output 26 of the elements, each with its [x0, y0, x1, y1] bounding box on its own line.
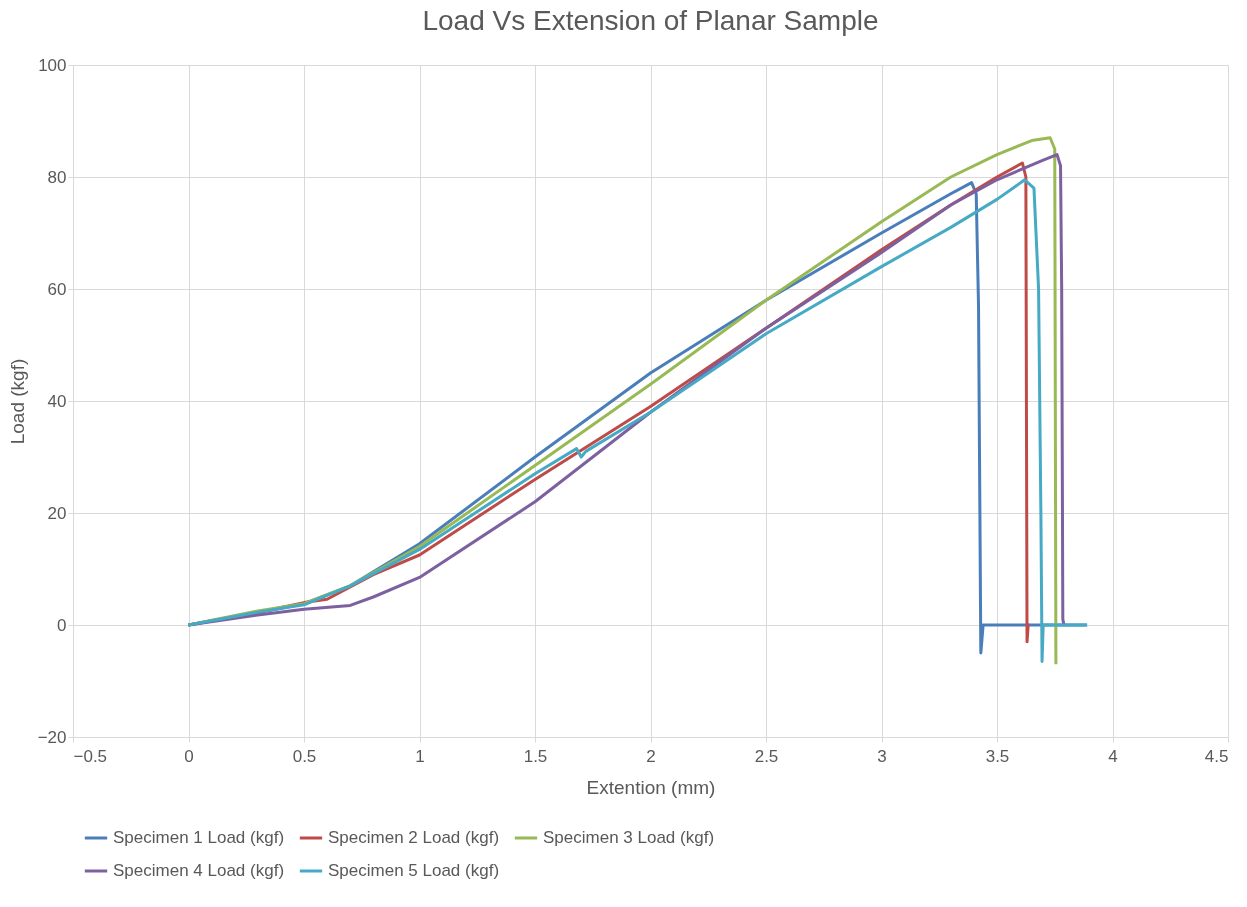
x-tick-label: 1.5 [523, 746, 548, 766]
x-tick-label: 2 [646, 746, 656, 766]
x-tick-label: 3.5 [985, 746, 1010, 766]
legend-label: Specimen 1 Load (kgf) [113, 828, 285, 847]
legend-label: Specimen 3 Load (kgf) [543, 828, 715, 847]
y-tick-label: 20 [47, 503, 67, 523]
x-tick-label: −0.5 [73, 746, 108, 766]
x-tick-label: 0.5 [292, 746, 317, 766]
legend-label: Specimen 2 Load (kgf) [328, 828, 500, 847]
x-tick-label: 4 [1108, 746, 1118, 766]
y-tick-label: 60 [47, 279, 67, 299]
y-tick-label: −20 [37, 727, 67, 747]
y-tick-label: 40 [47, 391, 67, 411]
y-tick-label: 0 [57, 615, 67, 635]
x-tick-label: 0 [184, 746, 194, 766]
x-axis-title: Extention (mm) [586, 776, 716, 798]
x-tick-label: 3 [877, 746, 887, 766]
x-tick-label: 1 [415, 746, 425, 766]
y-tick-label: 80 [47, 167, 67, 187]
y-tick-label: 100 [38, 55, 67, 75]
legend-label: Specimen 5 Load (kgf) [328, 861, 500, 880]
x-tick-label: 2.5 [754, 746, 779, 766]
x-tick-label: 4.5 [1204, 746, 1229, 766]
y-axis-title: Load (kgf) [6, 358, 28, 445]
legend-label: Specimen 4 Load (kgf) [113, 861, 285, 880]
chart-title: Load Vs Extension of Planar Sample [422, 5, 879, 36]
